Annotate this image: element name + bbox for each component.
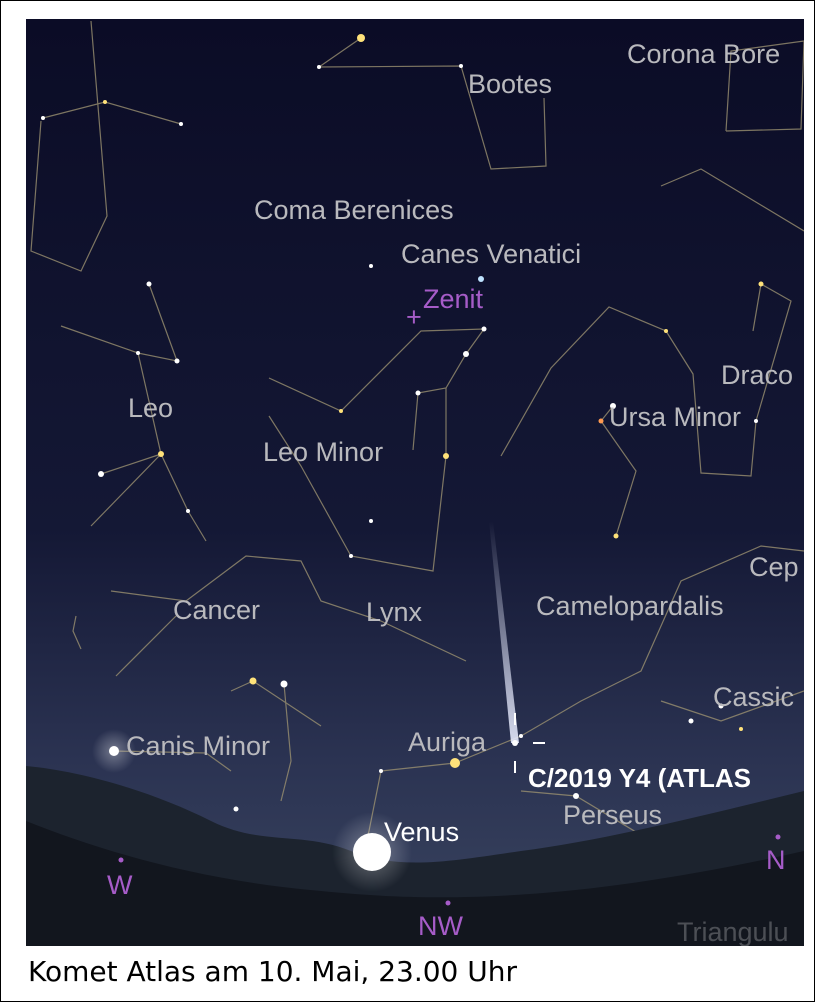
comet-label: C/2019 Y4 (ATLAS <box>528 763 751 793</box>
compass-label: NW <box>418 911 463 941</box>
page: Corona Bore Bootes Coma Berenices Canes … <box>0 0 815 1002</box>
planet-label: Venus <box>384 817 459 847</box>
zenith-label: Zenit <box>423 284 484 314</box>
constellation-label: Corona Bore <box>627 39 780 69</box>
comet <box>512 740 518 746</box>
constellation-label: Camelopardalis <box>536 591 724 621</box>
constellation-label: Auriga <box>408 727 487 757</box>
constellation-label: Coma Berenices <box>254 195 454 225</box>
sky-view: Corona Bore Bootes Coma Berenices Canes … <box>26 19 804 947</box>
screenshot: Corona Bore Bootes Coma Berenices Canes … <box>1 1 814 1001</box>
caption: Komet Atlas am 10. Mai, 23.00 Uhr <box>28 955 518 988</box>
constellation-label: Triangulu <box>677 917 789 947</box>
constellation-label: Cassic <box>713 682 794 712</box>
zenith-cross: + <box>406 302 422 332</box>
constellation-label: Ursa Minor <box>609 402 741 432</box>
compass-label: W <box>107 870 133 900</box>
constellation-label: Draco <box>721 360 793 390</box>
constellation-label: Bootes <box>468 69 552 99</box>
constellation-label: Cep <box>749 552 799 582</box>
constellation-label: Lynx <box>366 597 423 627</box>
constellation-label: Perseus <box>563 800 662 830</box>
compass-label: N <box>766 845 786 875</box>
constellation-label: Canis Minor <box>126 731 270 761</box>
constellation-label: Cancer <box>173 595 260 625</box>
constellation-label: Leo <box>128 393 173 423</box>
constellation-label: Canes Venatici <box>401 239 581 269</box>
constellation-label: Leo Minor <box>263 437 383 467</box>
